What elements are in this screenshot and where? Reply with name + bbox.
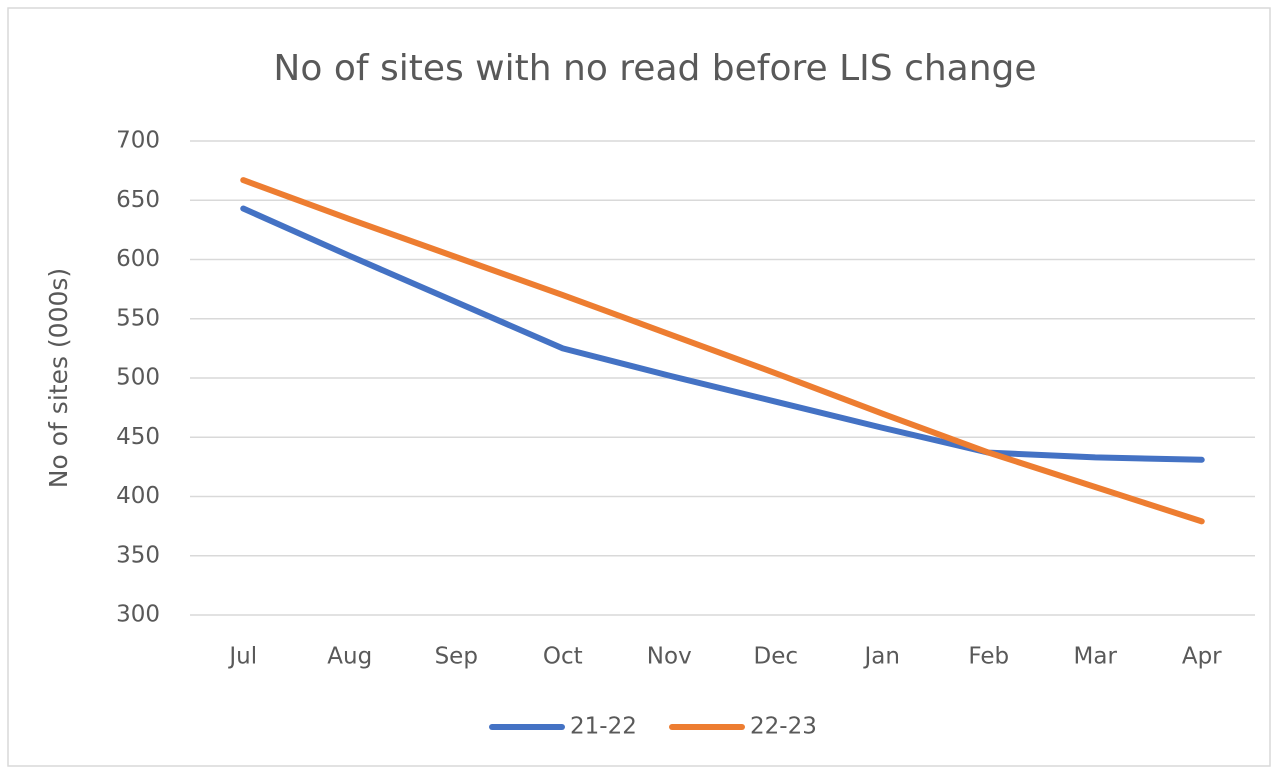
series-line — [240, 177, 1205, 525]
x-tick-label: Sep — [435, 644, 478, 670]
x-tick-label: Jul — [227, 644, 257, 670]
x-tick-label: Feb — [968, 644, 1009, 670]
legend-label: 21-22 — [570, 714, 637, 740]
x-tick-label: Nov — [647, 644, 692, 670]
y-axis-label: No of sites (000s) — [44, 268, 73, 488]
x-tick-label: Mar — [1074, 644, 1118, 670]
series-line — [240, 205, 1205, 463]
y-tick-label: 450 — [116, 424, 160, 450]
y-tick-label: 500 — [116, 365, 160, 391]
x-tick-label: Oct — [543, 644, 583, 670]
legend-label: 22-23 — [750, 714, 817, 740]
chart-title: No of sites with no read before LIS chan… — [273, 48, 1036, 89]
x-tick-label: Apr — [1182, 644, 1222, 670]
x-tick-label: Aug — [327, 644, 372, 670]
y-tick-label: 700 — [116, 128, 160, 154]
y-tick-label: 350 — [116, 542, 160, 568]
chart-frame — [7, 7, 1271, 767]
y-tick-label: 550 — [116, 305, 160, 331]
y-tick-label: 400 — [116, 483, 160, 509]
y-tick-label: 600 — [116, 246, 160, 272]
y-tick-label: 300 — [116, 602, 160, 628]
x-tick-label: Jan — [863, 644, 900, 670]
x-tick-label: Dec — [753, 644, 798, 670]
y-tick-label: 650 — [116, 187, 160, 213]
